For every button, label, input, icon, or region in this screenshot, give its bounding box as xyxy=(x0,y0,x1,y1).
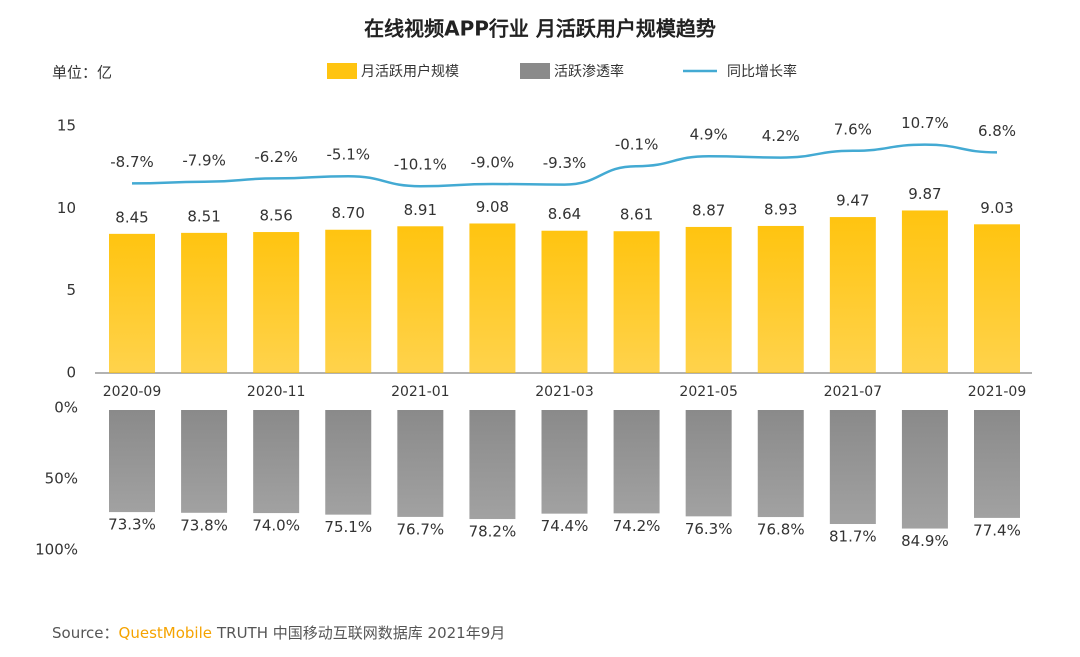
legend-label: 同比增长率 xyxy=(727,63,797,80)
data-label: 8.45 xyxy=(115,208,148,226)
legend-swatch xyxy=(520,63,550,79)
bar xyxy=(469,223,516,373)
data-label: 76.3% xyxy=(685,520,733,538)
bar xyxy=(109,410,155,513)
bar xyxy=(685,226,732,373)
bar xyxy=(325,229,372,373)
data-label: 8.87 xyxy=(692,201,725,219)
data-label: 7.6% xyxy=(834,120,872,138)
bar xyxy=(757,225,804,373)
data-label: 8.93 xyxy=(764,200,797,218)
data-label: -5.1% xyxy=(326,146,370,164)
x-tick-label: 2021-05 xyxy=(679,384,738,400)
x-tick-label: 2020-11 xyxy=(247,384,306,400)
data-label: 4.9% xyxy=(690,126,728,144)
legend-swatch xyxy=(327,63,357,79)
data-label: 4.2% xyxy=(762,127,800,145)
bar xyxy=(181,232,228,373)
data-label: 84.9% xyxy=(901,532,949,550)
data-label: -0.1% xyxy=(615,136,659,154)
data-label: 74.4% xyxy=(541,517,589,535)
data-label: -9.0% xyxy=(471,154,515,172)
bar xyxy=(181,410,228,513)
bar xyxy=(397,410,444,517)
data-label: 6.8% xyxy=(978,122,1016,140)
source-label: Source： xyxy=(52,624,119,642)
data-label: 74.0% xyxy=(252,517,300,535)
x-tick-label: 2021-07 xyxy=(824,384,883,400)
source-text: TRUTH 中国移动互联网数据库 2021年9月 xyxy=(216,624,505,642)
y-tick-label: 10 xyxy=(57,199,76,217)
bar xyxy=(253,410,300,514)
bar xyxy=(901,210,948,373)
data-label: 78.2% xyxy=(469,523,517,541)
chart-title: 在线视频APP行业 月活跃用户规模趋势 xyxy=(364,17,716,41)
bar xyxy=(397,226,444,373)
data-label: 9.87 xyxy=(908,185,941,203)
y-tick-label: 5 xyxy=(66,281,76,299)
data-label: 10.7% xyxy=(901,114,949,132)
data-label: 9.08 xyxy=(476,198,509,216)
source-label: Source：QuestMobile TRUTH 中国移动互联网数据库 2021年… xyxy=(52,624,505,642)
data-label: 8.70 xyxy=(332,204,365,222)
source-brand: QuestMobile xyxy=(119,624,212,642)
bar xyxy=(685,410,732,517)
data-label: 8.91 xyxy=(404,201,437,219)
bar xyxy=(109,233,155,373)
bar xyxy=(541,410,588,514)
bar xyxy=(469,410,516,520)
data-label: -9.3% xyxy=(543,154,587,172)
y-tick-label: 0% xyxy=(54,399,78,417)
data-label: 8.64 xyxy=(548,205,581,223)
y-tick-label: 15 xyxy=(57,117,76,135)
bar xyxy=(974,224,1020,373)
data-label: -6.2% xyxy=(254,148,298,166)
data-label: 9.03 xyxy=(980,199,1013,217)
data-label: 77.4% xyxy=(973,521,1021,539)
x-tick-label: 2021-03 xyxy=(535,384,594,400)
x-tick-label: 2021-09 xyxy=(968,384,1027,400)
x-tick-label: 2020-09 xyxy=(103,384,162,400)
data-label: 8.51 xyxy=(187,207,220,225)
bar xyxy=(613,231,660,373)
data-label: -8.7% xyxy=(110,153,154,171)
legend-label: 月活跃用户规模 xyxy=(361,63,459,80)
x-tick-label: 2021-01 xyxy=(391,384,450,400)
unit-label: 单位：亿 xyxy=(52,64,112,82)
bar xyxy=(253,232,300,373)
legend-label: 活跃渗透率 xyxy=(554,63,624,80)
bar xyxy=(901,410,948,529)
data-label: 76.7% xyxy=(397,520,445,538)
data-label: 8.61 xyxy=(620,206,653,224)
y-tick-label: 100% xyxy=(35,541,78,559)
y-tick-label: 50% xyxy=(45,470,78,488)
bar xyxy=(541,230,588,373)
bar xyxy=(829,410,876,525)
data-label: -7.9% xyxy=(182,151,226,169)
data-label: 9.47 xyxy=(836,192,869,210)
data-label: 73.3% xyxy=(108,516,156,534)
data-label: 8.56 xyxy=(259,207,292,225)
data-label: -10.1% xyxy=(394,156,447,174)
data-label: 76.8% xyxy=(757,521,805,539)
line xyxy=(131,143,998,188)
data-label: 81.7% xyxy=(829,528,877,546)
bar xyxy=(757,410,804,518)
data-label: 73.8% xyxy=(180,516,228,534)
bar xyxy=(613,410,660,514)
bar xyxy=(829,217,876,373)
y-tick-label: 0 xyxy=(66,364,76,382)
bar xyxy=(974,410,1020,518)
data-label: 74.2% xyxy=(613,517,661,535)
data-label: 75.1% xyxy=(324,518,372,536)
bar xyxy=(325,410,372,515)
